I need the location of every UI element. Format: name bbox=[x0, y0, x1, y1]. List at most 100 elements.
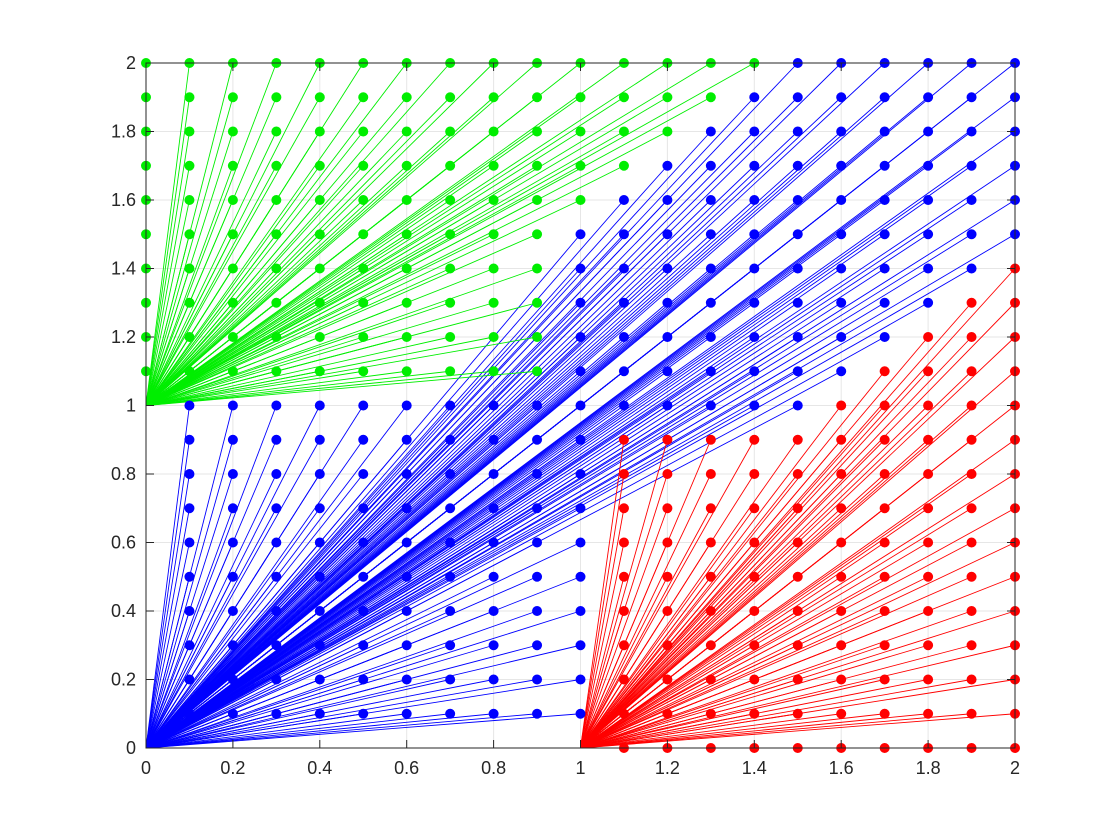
data-point bbox=[923, 434, 934, 445]
data-point bbox=[271, 126, 282, 137]
data-point bbox=[488, 606, 499, 616]
connector-line bbox=[145, 62, 972, 749]
data-point bbox=[705, 469, 716, 479]
connector-line bbox=[580, 439, 755, 749]
data-point bbox=[445, 297, 456, 308]
data-point bbox=[792, 126, 803, 137]
data-point bbox=[227, 708, 238, 719]
data-point bbox=[314, 708, 325, 719]
data-point bbox=[618, 537, 629, 548]
data-point bbox=[358, 571, 369, 582]
data-point bbox=[401, 126, 412, 137]
connector-line bbox=[145, 165, 712, 749]
data-point bbox=[705, 503, 716, 514]
data-point bbox=[445, 195, 456, 205]
data-point bbox=[358, 469, 369, 479]
data-point bbox=[184, 640, 195, 651]
y-tick-label: 1.2 bbox=[111, 327, 136, 347]
data-point bbox=[184, 297, 195, 308]
data-point bbox=[314, 92, 325, 103]
data-point bbox=[879, 195, 890, 205]
data-point bbox=[184, 400, 195, 411]
data-point bbox=[184, 674, 195, 685]
connector-line bbox=[145, 439, 190, 749]
data-point bbox=[618, 229, 629, 240]
data-point bbox=[401, 606, 412, 616]
data-point bbox=[879, 160, 890, 171]
connector-line bbox=[145, 97, 277, 406]
connector-line bbox=[580, 542, 972, 749]
data-point bbox=[445, 469, 456, 479]
data-point bbox=[966, 195, 977, 205]
data-point bbox=[532, 674, 543, 685]
data-point bbox=[184, 126, 195, 137]
data-point bbox=[792, 160, 803, 171]
data-point bbox=[488, 469, 499, 479]
data-point bbox=[923, 126, 934, 137]
connector-line bbox=[145, 405, 798, 749]
data-point bbox=[227, 263, 238, 274]
connector-line bbox=[580, 542, 885, 749]
connector-line bbox=[145, 268, 538, 406]
data-point bbox=[792, 195, 803, 205]
data-points bbox=[141, 58, 1020, 753]
data-point bbox=[445, 537, 456, 548]
data-point bbox=[792, 400, 803, 411]
connector-line bbox=[145, 165, 408, 406]
connector-line bbox=[145, 199, 451, 406]
data-point bbox=[358, 606, 369, 616]
data-point bbox=[532, 126, 543, 137]
connector-line bbox=[145, 131, 451, 406]
data-point bbox=[836, 606, 847, 616]
data-point bbox=[445, 92, 456, 103]
connector-line bbox=[145, 62, 538, 406]
data-point bbox=[923, 297, 934, 308]
data-point bbox=[488, 366, 499, 377]
connector-line bbox=[145, 233, 712, 749]
data-point bbox=[445, 160, 456, 171]
connector-line bbox=[580, 610, 885, 749]
data-point bbox=[966, 229, 977, 240]
data-point bbox=[358, 195, 369, 205]
data-point bbox=[618, 434, 629, 445]
data-point bbox=[836, 400, 847, 411]
data-point bbox=[488, 332, 499, 342]
connector-line bbox=[580, 713, 1016, 749]
connector-line bbox=[145, 644, 494, 749]
connector-line bbox=[145, 508, 277, 749]
data-point bbox=[271, 263, 282, 274]
data-point bbox=[271, 332, 282, 342]
connector-line bbox=[580, 370, 972, 749]
y-tick-label: 0.6 bbox=[111, 533, 136, 553]
data-point bbox=[532, 263, 543, 274]
connector-line bbox=[145, 268, 972, 749]
data-point bbox=[575, 708, 586, 719]
connector-line bbox=[145, 370, 842, 749]
data-point bbox=[271, 708, 282, 719]
data-point bbox=[227, 332, 238, 342]
connector-line bbox=[145, 370, 494, 406]
data-point bbox=[575, 263, 586, 274]
connector-line bbox=[145, 644, 538, 749]
connector-line bbox=[145, 302, 538, 406]
connector-line bbox=[145, 302, 494, 406]
data-point bbox=[749, 195, 760, 205]
connector-line bbox=[580, 508, 625, 749]
data-point bbox=[923, 229, 934, 240]
data-point bbox=[836, 229, 847, 240]
connector-line bbox=[580, 473, 625, 749]
data-point bbox=[749, 434, 760, 445]
y-tick-label: 0.4 bbox=[111, 601, 136, 621]
data-point bbox=[184, 708, 195, 719]
data-point bbox=[532, 434, 543, 445]
data-point bbox=[792, 537, 803, 548]
data-point bbox=[662, 160, 673, 171]
connector-line bbox=[145, 97, 321, 406]
connector-line bbox=[145, 165, 494, 406]
data-point bbox=[705, 160, 716, 171]
connector-line bbox=[145, 610, 451, 749]
data-point bbox=[314, 332, 325, 342]
connector-line bbox=[145, 165, 1016, 749]
data-point bbox=[792, 332, 803, 342]
